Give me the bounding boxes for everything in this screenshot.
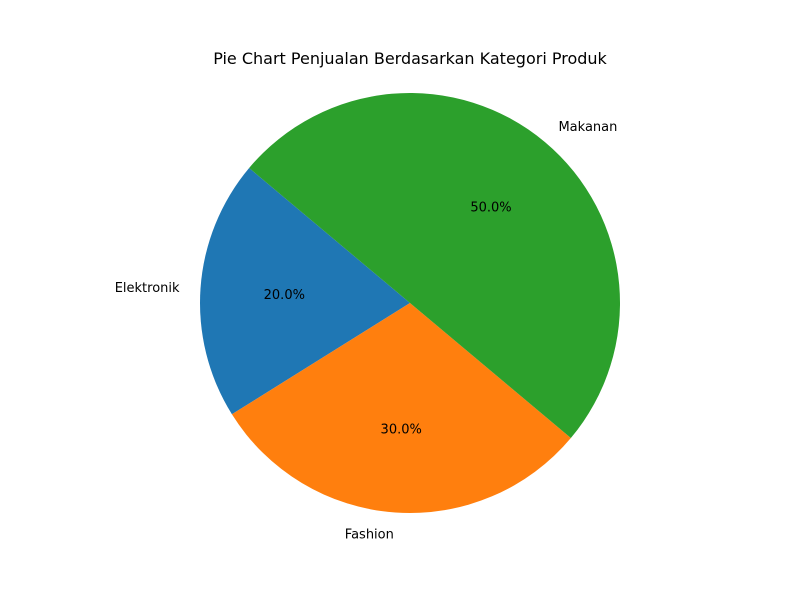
pie-slice-fashion: [231, 303, 571, 514]
pie-labels: Elektronik 20.0% Fashion 30.0% Makanan 50.0%: [115, 120, 618, 542]
pie-slices: [199, 92, 621, 514]
percent-label-fashion: 30.0%: [381, 423, 422, 438]
pie-slice-makanan: [249, 92, 621, 438]
percent-label-makanan: 50.0%: [470, 200, 511, 215]
slice-label-fashion: Fashion: [345, 527, 394, 542]
slice-label-elektronik: Elektronik: [115, 281, 180, 296]
slice-label-makanan: Makanan: [558, 120, 617, 135]
percent-label-elektronik: 20.0%: [264, 288, 305, 303]
pie-slice-elektronik: [199, 168, 410, 415]
chart-title: Pie Chart Penjualan Berdasarkan Kategori…: [213, 49, 607, 68]
